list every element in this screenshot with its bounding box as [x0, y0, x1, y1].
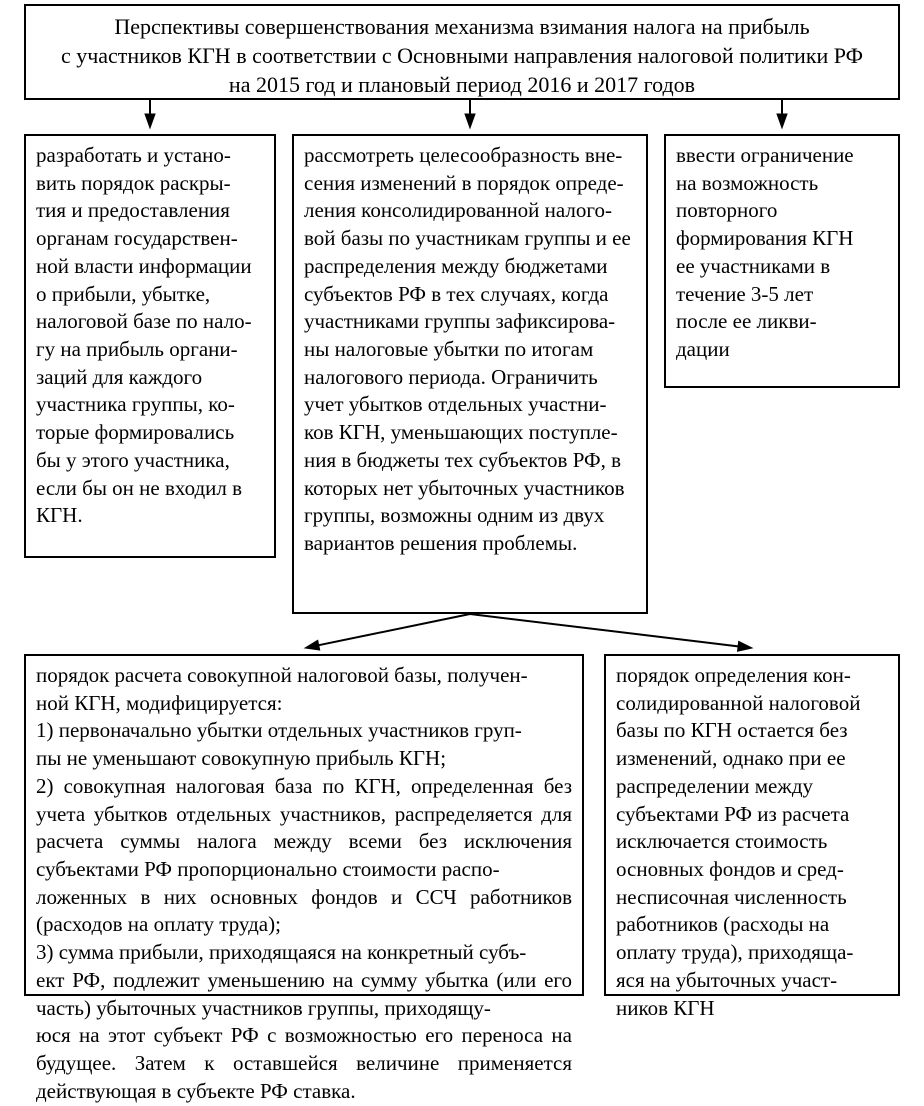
branch-tax-base-changes: рассмотреть целесообразность вне- сения … [292, 134, 648, 614]
title-box: Перспективы совершенствования механизма … [24, 4, 900, 100]
branch-reformation-restriction: ввести ограничение на возможность повтор… [664, 134, 900, 388]
flowchart-canvas: Перспективы совершенствования механизма … [0, 0, 924, 1006]
branch-disclosure-procedure: разработать и устано- вить порядок раскр… [24, 134, 276, 558]
option-modified-calc: порядок расчета совокупной налоговой баз… [24, 654, 584, 996]
option-unchanged-base: порядок определения кон- солидированной … [604, 654, 900, 996]
